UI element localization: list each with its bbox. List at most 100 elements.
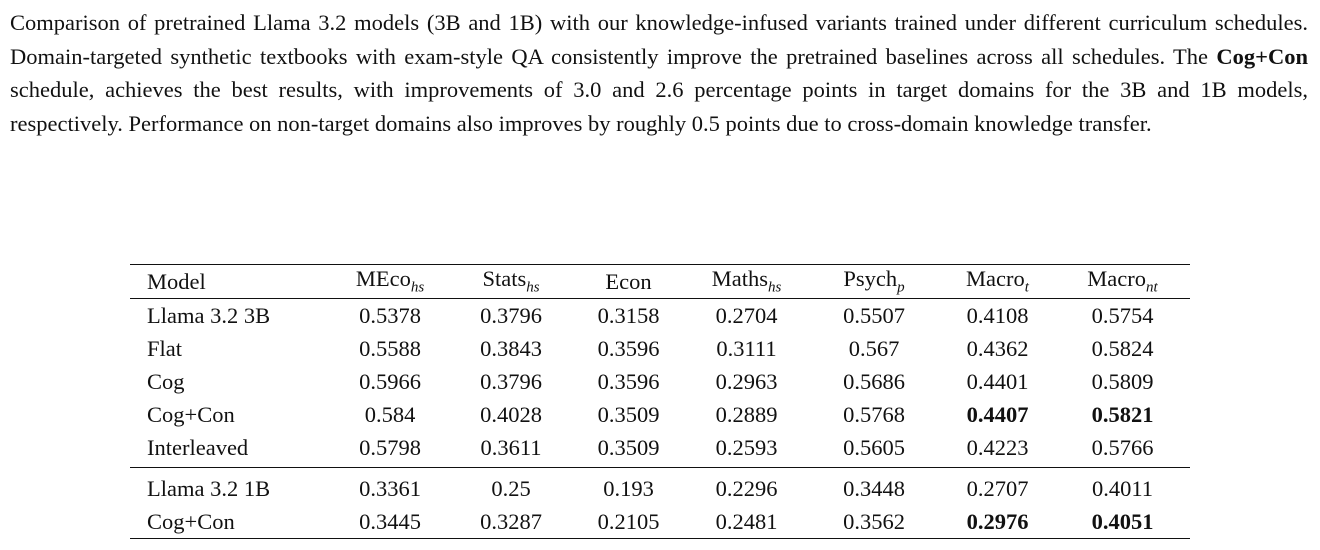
cell-text: 0.5809 — [1091, 368, 1154, 394]
header-subscript: hs — [767, 279, 782, 296]
cell-text: 0.3843 — [480, 335, 542, 361]
cell-text: 0.2704 — [715, 302, 778, 328]
cell-text: 0.5766 — [1091, 434, 1154, 460]
cell-text: 0.4401 — [966, 368, 1029, 394]
cell-text: Llama 3.2 1B — [147, 475, 271, 501]
value-cell: 0.2707 — [940, 467, 1055, 505]
value-cell: 0.5798 — [330, 431, 450, 468]
row-group: Llama 3.2 3B 0.5378 0.3796 0.3158 0.2704 0.55… — [130, 299, 1190, 468]
caption: Comparison of pretrained Llama 3.2 model… — [10, 6, 1308, 140]
cell-text: 0.3596 — [597, 368, 660, 394]
table-row: Cog+Con 0.584 0.4028 0.3509 0.2889 0.5768 0.44… — [130, 398, 1190, 431]
value-cell: 0.5768 — [808, 398, 940, 431]
cell-text: 0.25 — [491, 475, 531, 501]
header-text: Econ — [605, 268, 652, 294]
cell-text: 0.4051 — [1091, 508, 1154, 534]
cell-text: 0.5798 — [359, 434, 421, 460]
cell-text: 0.5754 — [1091, 302, 1154, 328]
cell-text: 0.4011 — [1091, 475, 1154, 501]
cell-text: 0.5588 — [359, 335, 421, 361]
cell-text: 0.4028 — [480, 401, 542, 427]
value-cell: 0.4223 — [940, 431, 1055, 468]
value-cell: 0.4407 — [940, 398, 1055, 431]
model-cell: Interleaved — [130, 431, 330, 468]
model-cell: Cog+Con — [130, 398, 330, 431]
value-cell: 0.2105 — [572, 505, 685, 539]
value-cell: 0.4051 — [1055, 505, 1190, 539]
caption-text: schedule, achieves the best results, wit… — [10, 77, 1308, 136]
value-cell: 0.5966 — [330, 365, 450, 398]
value-cell: 0.5766 — [1055, 431, 1190, 468]
header-text: Model — [147, 268, 206, 294]
cell-text: 0.567 — [848, 335, 900, 361]
cell-text: 0.2889 — [715, 401, 778, 427]
value-cell: 0.5378 — [330, 299, 450, 333]
value-cell: 0.2963 — [685, 365, 808, 398]
cell-text: 0.3448 — [843, 475, 905, 501]
value-cell: 0.5821 — [1055, 398, 1190, 431]
model-cell: Llama 3.2 1B — [130, 467, 330, 505]
caption-bold: Cog+Con — [1216, 43, 1308, 69]
value-cell: 0.3596 — [572, 332, 685, 365]
cell-text: 0.5821 — [1091, 401, 1154, 427]
header-subscript: nt — [1146, 279, 1158, 296]
cell-text: 0.2296 — [715, 475, 778, 501]
value-cell: 0.5754 — [1055, 299, 1190, 333]
model-cell: Flat — [130, 332, 330, 365]
value-cell: 0.3158 — [572, 299, 685, 333]
table-row: Llama 3.2 1B 0.3361 0.25 0.193 0.2296 0.3448 0… — [130, 467, 1190, 505]
value-cell: 0.3287 — [450, 505, 572, 539]
table-row: Cog+Con 0.3445 0.3287 0.2105 0.2481 0.3562 0.2… — [130, 505, 1190, 539]
value-cell: 0.2889 — [685, 398, 808, 431]
cell-text: 0.193 — [603, 475, 654, 501]
caption-text: Comparison of pretrained Llama 3.2 model… — [10, 10, 1308, 69]
cell-text: 0.4407 — [966, 401, 1029, 427]
cell-text: 0.3509 — [597, 434, 660, 460]
value-cell: 0.3509 — [572, 398, 685, 431]
value-cell: 0.2976 — [940, 505, 1055, 539]
header-cell: Model — [130, 265, 330, 299]
value-cell: 0.5686 — [808, 365, 940, 398]
table-row: Llama 3.2 3B 0.5378 0.3796 0.3158 0.2704 0.55… — [130, 299, 1190, 333]
value-cell: 0.4362 — [940, 332, 1055, 365]
value-cell: 0.567 — [808, 332, 940, 365]
value-cell: 0.4108 — [940, 299, 1055, 333]
value-cell: 0.2296 — [685, 467, 808, 505]
table-row: Cog 0.5966 0.3796 0.3596 0.2963 0.5686 0.4401 0… — [130, 365, 1190, 398]
value-cell: 0.3361 — [330, 467, 450, 505]
row-group: Llama 3.2 1B 0.3361 0.25 0.193 0.2296 0.3448 0… — [130, 467, 1190, 539]
value-cell: 0.5824 — [1055, 332, 1190, 365]
cell-text: 0.3596 — [597, 335, 660, 361]
cell-text: 0.3796 — [480, 368, 542, 394]
cell-text: 0.584 — [364, 401, 416, 427]
header-cell: MEcohs — [330, 265, 450, 299]
header-cell: Econ — [572, 265, 685, 299]
cell-text: 0.5824 — [1091, 335, 1154, 361]
cell-text: 0.2105 — [597, 508, 660, 534]
value-cell: 0.25 — [450, 467, 572, 505]
value-cell: 0.3596 — [572, 365, 685, 398]
cell-text: 0.2963 — [715, 368, 778, 394]
results-table: Model MEcohs Statshs Econ Mathshs Psychp Macro… — [130, 264, 1190, 539]
value-cell: 0.3611 — [450, 431, 572, 468]
value-cell: 0.4028 — [450, 398, 572, 431]
value-cell: 0.584 — [330, 398, 450, 431]
value-cell: 0.4401 — [940, 365, 1055, 398]
value-cell: 0.4011 — [1055, 467, 1190, 505]
header-subscript: p — [897, 279, 905, 296]
header-text: Psych — [843, 266, 898, 292]
header-text: Macro — [966, 266, 1025, 292]
model-cell: Cog — [130, 365, 330, 398]
header-cell: Macront — [1055, 265, 1190, 299]
model-cell: Llama 3.2 3B — [130, 299, 330, 333]
cell-text: Llama 3.2 3B — [147, 302, 271, 328]
cell-text: 0.2593 — [715, 434, 778, 460]
header-cell: Psychp — [808, 265, 940, 299]
cell-text: 0.4362 — [966, 335, 1029, 361]
cell-text: 0.5605 — [843, 434, 905, 460]
cell-text: Interleaved — [147, 434, 249, 460]
value-cell: 0.3796 — [450, 299, 572, 333]
cell-text: 0.5378 — [359, 302, 421, 328]
value-cell: 0.3448 — [808, 467, 940, 505]
cell-text: 0.5507 — [843, 302, 905, 328]
